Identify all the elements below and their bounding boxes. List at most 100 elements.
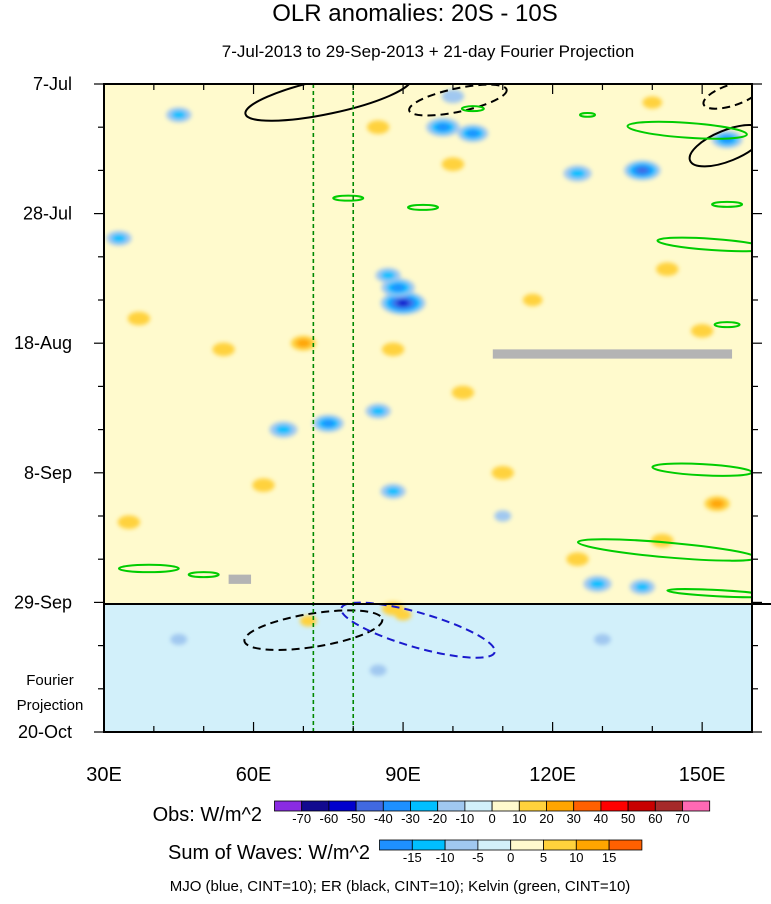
kelvin-contour-17 bbox=[187, 571, 220, 579]
obs-colorbar-swatch-14 bbox=[654, 800, 683, 812]
obs-colorbar-swatch-8 bbox=[491, 800, 520, 812]
x-tick-label-120: 120E bbox=[529, 764, 576, 786]
obs-colorbar-swatch-12 bbox=[600, 800, 629, 812]
y-tick-label-7-Jul: 7-Jul bbox=[33, 74, 72, 94]
kelvin-contour-10 bbox=[117, 563, 180, 574]
y-tick-label-29-Sep: 29-Sep bbox=[14, 592, 72, 612]
y-tick-label-20-Oct: 20-Oct bbox=[18, 722, 72, 742]
wave-anomaly-2-level-0 bbox=[594, 633, 611, 646]
x-tick-label-150: 150E bbox=[679, 764, 726, 786]
waves-colorbar-swatch-1 bbox=[411, 839, 446, 851]
obs-colorbar-label-3: -40 bbox=[374, 811, 393, 826]
obs-colorbar-swatch-15 bbox=[682, 800, 711, 812]
er-contour-3 bbox=[688, 124, 752, 168]
colorbars: -70 -60 -50 -40 -30 -20 -10 0 10 20 30 40 50 60 70-15-… bbox=[274, 800, 711, 865]
obs-anomaly-20-level-0 bbox=[127, 311, 151, 326]
waves-colorbar-swatch-0 bbox=[379, 839, 413, 851]
obs-colorbar-label-12: 50 bbox=[621, 811, 635, 826]
waves-colorbar-swatch-3 bbox=[477, 839, 512, 851]
obs-anomaly-34-level-0 bbox=[642, 96, 663, 109]
obs-anomaly-18-level-1 bbox=[296, 338, 311, 348]
obs-anomaly-17-level-0 bbox=[212, 342, 235, 357]
kelvin-contour-15 bbox=[579, 111, 597, 118]
kelvin-contour-13 bbox=[332, 194, 365, 202]
y-tick-label-8-Sep: 8-Sep bbox=[24, 463, 72, 483]
obs-colorbar-label-2: -50 bbox=[347, 811, 366, 826]
obs-colorbar-label-6: -10 bbox=[456, 811, 475, 826]
obs-anomaly-0-level-4 bbox=[397, 300, 409, 307]
obs-anomaly-23-level-0 bbox=[451, 385, 475, 400]
obs-anomaly-15-level-0 bbox=[441, 89, 465, 104]
obs-colorbar-swatch-5 bbox=[410, 800, 439, 812]
obs-colorbar-label-10: 30 bbox=[566, 811, 580, 826]
waves-colorbar-label-2: -5 bbox=[472, 850, 484, 865]
wave-anomaly-1-level-0 bbox=[369, 664, 387, 676]
projection-label-line1: Fourier bbox=[26, 672, 74, 689]
er-contour-4 bbox=[243, 609, 384, 651]
y-tick-label-18-Aug: 18-Aug bbox=[14, 333, 72, 353]
kelvin-contour-6 bbox=[626, 120, 748, 140]
obs-colorbar-swatch-4 bbox=[382, 800, 411, 812]
plot-background-projection bbox=[104, 604, 752, 732]
waves-colorbar-swatch-5 bbox=[543, 839, 577, 851]
obs-colorbar-title: Obs: W/m^2 bbox=[153, 804, 262, 826]
waves-colorbar-swatch-2 bbox=[444, 839, 479, 851]
obs-colorbar-swatch-1 bbox=[301, 800, 330, 812]
obs-colorbar-label-0: -70 bbox=[292, 811, 311, 826]
waves-colorbar-swatch-7 bbox=[608, 839, 643, 851]
obs-colorbar-swatch-2 bbox=[328, 800, 357, 812]
waves-colorbar-label-4: 5 bbox=[540, 850, 547, 865]
obs-colorbar-label-4: -30 bbox=[401, 811, 420, 826]
kelvin-contour-12 bbox=[407, 203, 440, 211]
wave-anomaly-0-level-0 bbox=[494, 510, 512, 522]
obs-colorbar-swatch-7 bbox=[464, 800, 493, 812]
y-tick-label-28-Jul: 28-Jul bbox=[23, 204, 72, 224]
plot-area: 30E 60E 90E 120E 150E 7-Jul 28-Jul 18-Aug 8-Sep 2… bbox=[14, 74, 771, 786]
missing-data-1 bbox=[228, 574, 252, 584]
waves-colorbar-title: Sum of Waves: W/m^2 bbox=[168, 842, 370, 864]
obs-anomaly-13-level-1 bbox=[635, 582, 650, 592]
kelvin-contour-11 bbox=[460, 105, 485, 113]
chart-subtitle: 7-Jul-2013 to 29-Sep-2013 + 21-day Fouri… bbox=[222, 42, 635, 61]
obs-anomaly-9-level-1 bbox=[370, 406, 386, 416]
obs-anomaly-2-level-1 bbox=[380, 271, 396, 280]
waves-colorbar-swatch-4 bbox=[510, 839, 544, 851]
obs-colorbar-label-9: 20 bbox=[539, 811, 553, 826]
kelvin-contour-18 bbox=[666, 588, 752, 599]
obs-anomaly-6-level-1 bbox=[569, 168, 586, 179]
obs-anomaly-33-level-0 bbox=[522, 293, 543, 307]
obs-colorbar-label-14: 70 bbox=[675, 811, 689, 826]
obs-anomaly-5-level-3 bbox=[636, 167, 649, 174]
obs-colorbar-label-7: 0 bbox=[488, 811, 495, 826]
obs-colorbar-swatch-6 bbox=[437, 800, 466, 812]
er-contour-0 bbox=[244, 84, 413, 122]
obs-anomaly-22-level-0 bbox=[366, 120, 390, 134]
wave-anomaly-5-level-0 bbox=[299, 615, 317, 627]
obs-anomaly-12-level-1 bbox=[589, 579, 606, 589]
waves-colorbar-label-3: 0 bbox=[507, 850, 514, 865]
obs-anomaly-8-level-1 bbox=[275, 424, 292, 435]
obs-colorbar-swatch-9 bbox=[518, 800, 547, 812]
obs-colorbar-swatch-11 bbox=[573, 800, 602, 812]
projection-label-line2: Projection bbox=[17, 697, 84, 714]
kelvin-contour-16 bbox=[713, 321, 741, 329]
kelvin-contour-8 bbox=[576, 538, 752, 562]
obs-anomaly-26-level-0 bbox=[690, 324, 714, 338]
obs-colorbar-label-5: -20 bbox=[428, 811, 447, 826]
obs-anomaly-27-level-1 bbox=[709, 499, 725, 508]
obs-anomaly-11-level-1 bbox=[111, 233, 127, 243]
obs-colorbar-label-11: 40 bbox=[594, 811, 608, 826]
wave-anomaly-4-level-0 bbox=[394, 609, 412, 621]
chart-text: OLR anomalies: 20S - 10S 7-Jul-2013 to 2… bbox=[17, 0, 635, 895]
obs-anomaly-28-level-0 bbox=[117, 515, 141, 529]
obs-colorbar-label-13: 60 bbox=[648, 811, 662, 826]
obs-anomaly-31-level-0 bbox=[651, 533, 674, 548]
obs-anomaly-3-level-2 bbox=[436, 123, 450, 131]
kelvin-contour-7 bbox=[656, 236, 752, 253]
plot-frame bbox=[103, 83, 753, 733]
x-tick-label-30: 30E bbox=[86, 764, 122, 786]
obs-anomaly-25-level-0 bbox=[656, 262, 679, 276]
obs-colorbar-label-8: 10 bbox=[512, 811, 526, 826]
obs-colorbar-swatch-3 bbox=[355, 800, 384, 812]
